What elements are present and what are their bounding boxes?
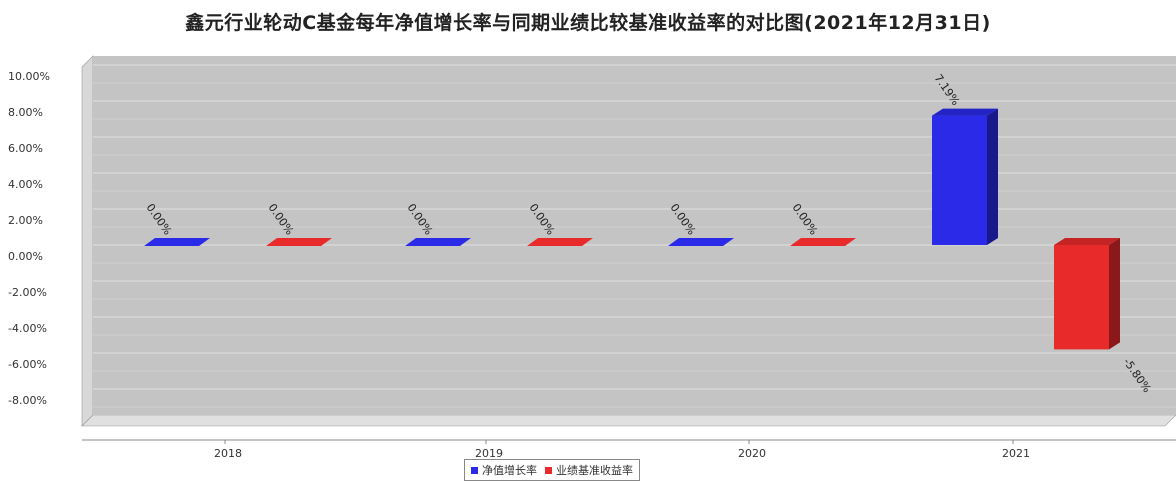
bar bbox=[527, 238, 593, 246]
y-tick-label: 10.00% bbox=[8, 70, 50, 83]
x-tick-label: 2021 bbox=[1002, 447, 1030, 460]
x-axis: 2018 2019 2020 2021 bbox=[82, 439, 1176, 460]
y-tick-label: -8.00% bbox=[8, 394, 47, 407]
y-tick-label: 2.00% bbox=[8, 214, 43, 227]
plot-background bbox=[93, 56, 1176, 415]
x-tick-label: 2020 bbox=[738, 447, 766, 460]
legend-item-benchmark: 业绩基准收益率 bbox=[545, 462, 633, 478]
legend-label-benchmark: 业绩基准收益率 bbox=[556, 464, 633, 477]
bar bbox=[1054, 245, 1109, 350]
bar bbox=[790, 238, 856, 246]
floor bbox=[81, 414, 1176, 427]
y-tick-label: 0.00% bbox=[8, 250, 43, 263]
legend-item-nav: 净值增长率 bbox=[471, 462, 537, 478]
bars bbox=[144, 108, 1120, 350]
y-axis: 10.00% 8.00% 6.00% 4.00% 2.00% 0.00% -2.00% -4.… bbox=[8, 70, 50, 407]
bar-side bbox=[987, 108, 998, 245]
y-tick-label: -2.00% bbox=[8, 286, 47, 299]
legend: 净值增长率 业绩基准收益率 bbox=[464, 459, 640, 481]
y-tick-label: 8.00% bbox=[8, 106, 43, 119]
bar-top bbox=[932, 108, 998, 116]
legend-label-nav: 净值增长率 bbox=[482, 464, 537, 477]
chart-title: 鑫元行业轮动C基金每年净值增长率与同期业绩比较基准收益率的对比图(2021年12… bbox=[185, 12, 991, 34]
bar bbox=[144, 238, 210, 246]
plot-area bbox=[81, 55, 1176, 427]
bar bbox=[668, 238, 734, 246]
bar-side bbox=[1109, 238, 1120, 350]
bar bbox=[405, 238, 471, 246]
legend-swatch-benchmark bbox=[545, 466, 552, 474]
bar bbox=[932, 115, 987, 245]
y-tick-label: 4.00% bbox=[8, 178, 43, 191]
y-tick-label: 6.00% bbox=[8, 142, 43, 155]
y-tick-label: -4.00% bbox=[8, 322, 47, 335]
bar bbox=[266, 238, 332, 246]
x-tick-label: 2018 bbox=[214, 447, 242, 460]
legend-swatch-nav bbox=[471, 466, 478, 474]
side-wall bbox=[81, 55, 94, 427]
y-tick-label: -6.00% bbox=[8, 358, 47, 371]
bar-top bbox=[1054, 238, 1120, 245]
x-tick-label: 2019 bbox=[475, 447, 503, 460]
